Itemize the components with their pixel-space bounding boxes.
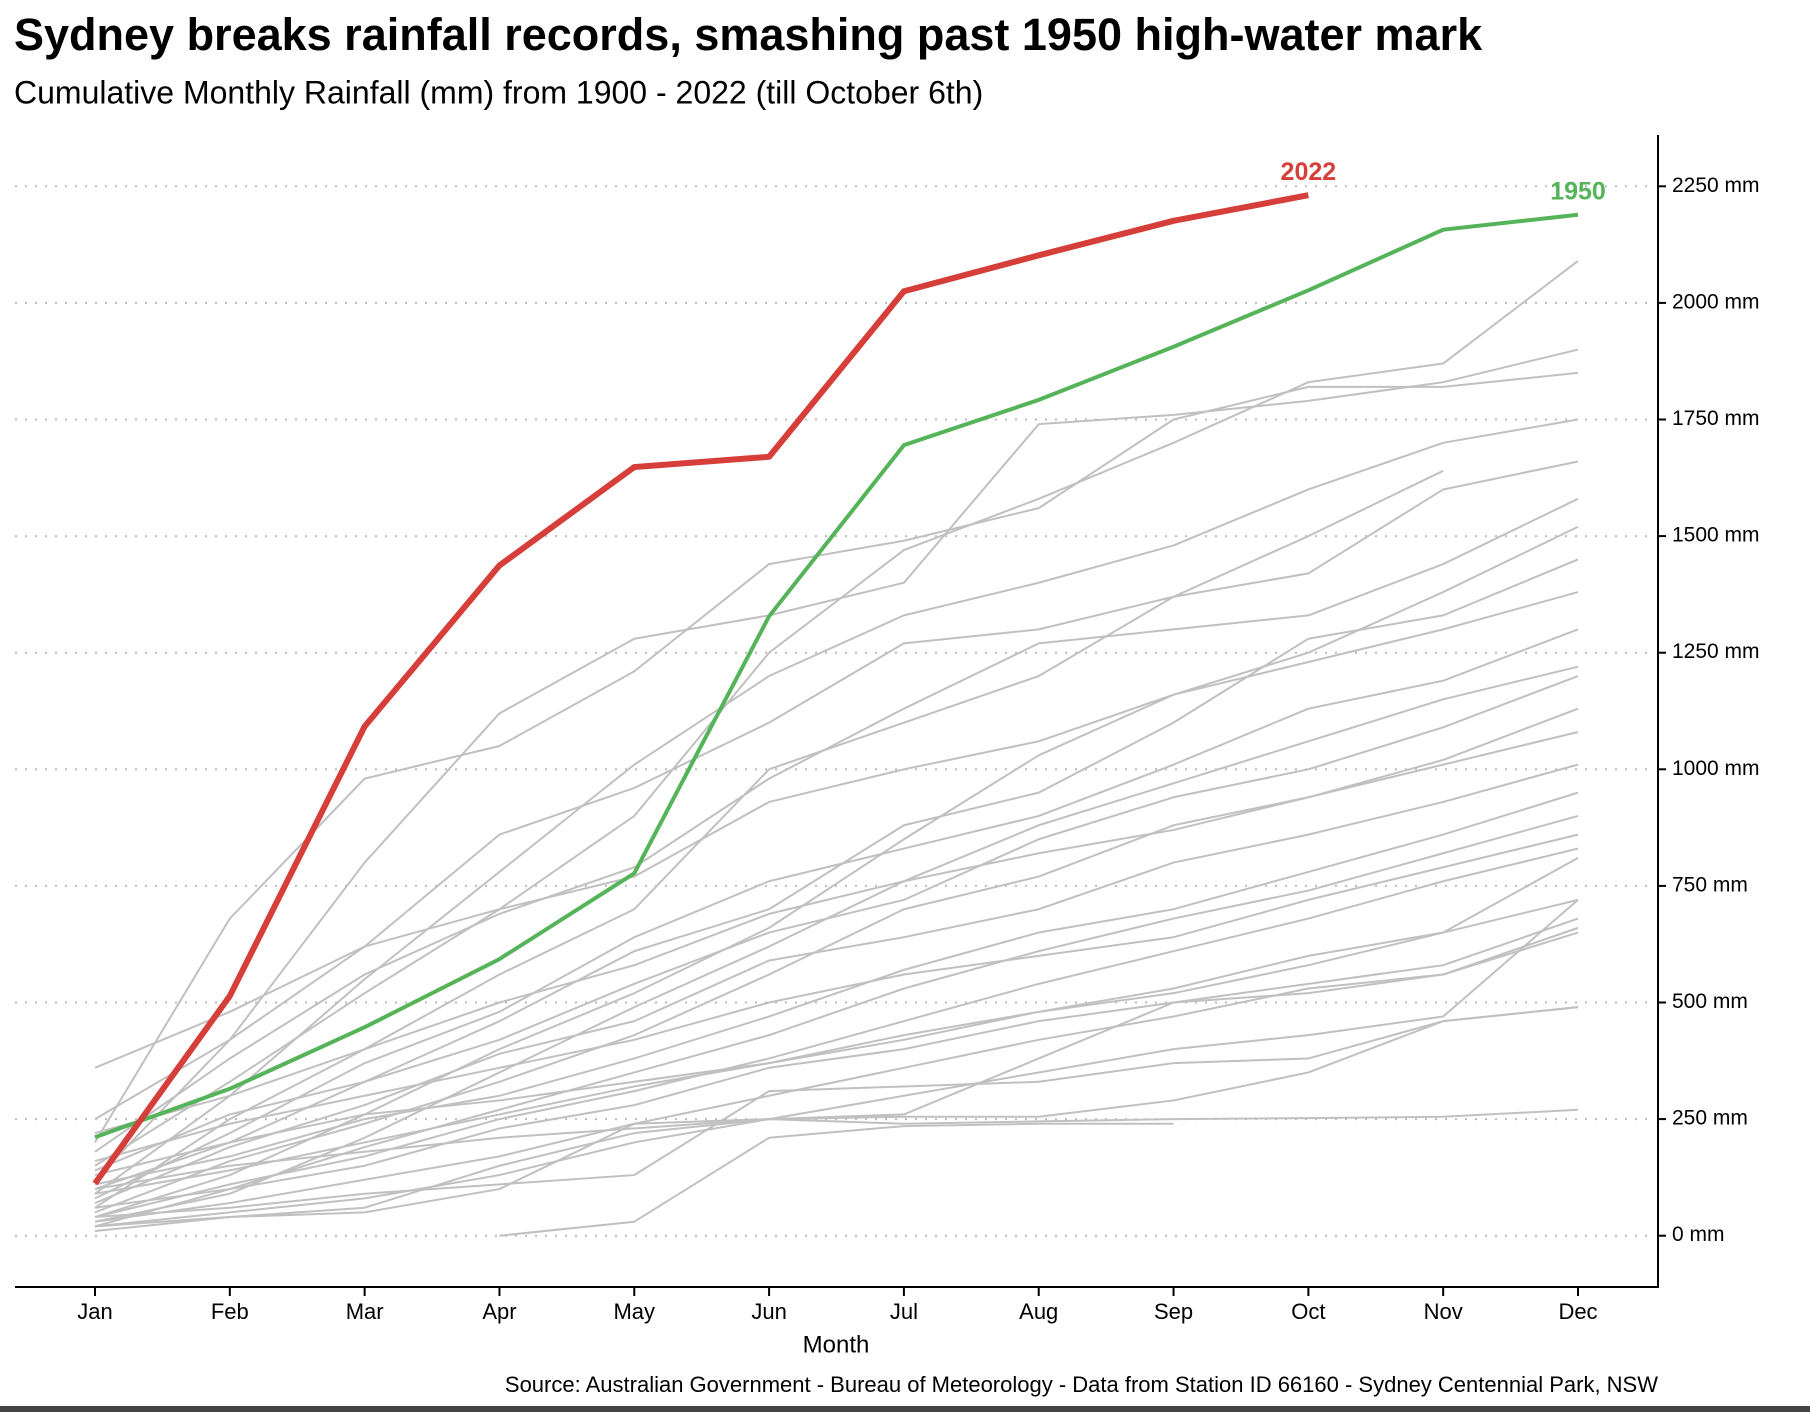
series-line [94,469,1444,1209]
series-label: 1950 [1550,177,1606,205]
chart-title: Sydney breaks rainfall records, smashing… [14,9,1483,60]
series-line [94,665,1579,1223]
plot-area: 1950 2022 [92,158,1606,1237]
x-tick-label: Nov [1424,1299,1463,1324]
x-tick-label: Jul [890,1299,918,1324]
series-line [94,917,1579,1209]
y-tick-label: 2000 mm [1672,290,1760,313]
series-line [94,814,1579,1228]
series-line [499,1122,1174,1237]
y-tick-label: 500 mm [1672,990,1748,1013]
y-tick-label: 2250 mm [1672,174,1760,197]
series-line [94,460,1579,1120]
series-line [94,675,1579,1172]
highlight-line [94,212,1579,1140]
x-tick-label: Aug [1019,1299,1058,1324]
y-tick-label: 750 mm [1672,873,1748,896]
series-line [94,763,1579,1204]
series-line [94,497,1579,1153]
x-axis-label: Month [803,1331,870,1358]
series-line [94,898,1579,1177]
y-tick-label: 250 mm [1672,1107,1748,1130]
x-tick-label: Jan [77,1299,112,1324]
series-label: 2022 [1281,158,1337,186]
x-tick-label: Dec [1558,1299,1597,1324]
series-line [94,371,1579,1143]
y-tick-label: 1250 mm [1672,640,1760,663]
series-line [94,899,1579,1228]
x-tick-label: Apr [482,1299,516,1324]
series-line [94,348,1579,1181]
series-line [94,1006,1579,1219]
series-line [94,833,1579,1163]
x-tick-label: Feb [211,1299,249,1324]
x-tick-label: May [613,1299,655,1324]
x-tick-label: Oct [1291,1299,1325,1324]
series-line [94,418,1579,1195]
series-line [94,260,1579,1167]
x-tick-label: Sep [1154,1299,1193,1324]
series-line [94,525,1579,1218]
series-line [94,591,1579,1069]
series-line [94,628,1579,1200]
y-tick-label: 1500 mm [1672,524,1760,547]
x-tick-label: Mar [346,1299,384,1324]
y-tick-label: 1750 mm [1672,407,1760,430]
series-line [94,707,1579,1214]
window-edge [0,1406,1810,1412]
series-line [94,847,1579,1219]
series-line [94,931,1579,1223]
series-line [94,558,1579,1191]
series-line [94,857,1579,1195]
y-tick-label: 0 mm [1672,1223,1725,1246]
highlight-line [92,192,1309,1186]
series-line [94,1006,1579,1233]
series-line [94,1108,1579,1228]
x-tick-label: Jun [751,1299,786,1324]
source-note: Source: Australian Government - Bureau o… [505,1372,1658,1397]
chart-subtitle: Cumulative Monthly Rainfall (mm) from 19… [14,74,983,110]
y-tick-label: 1000 mm [1672,757,1760,780]
